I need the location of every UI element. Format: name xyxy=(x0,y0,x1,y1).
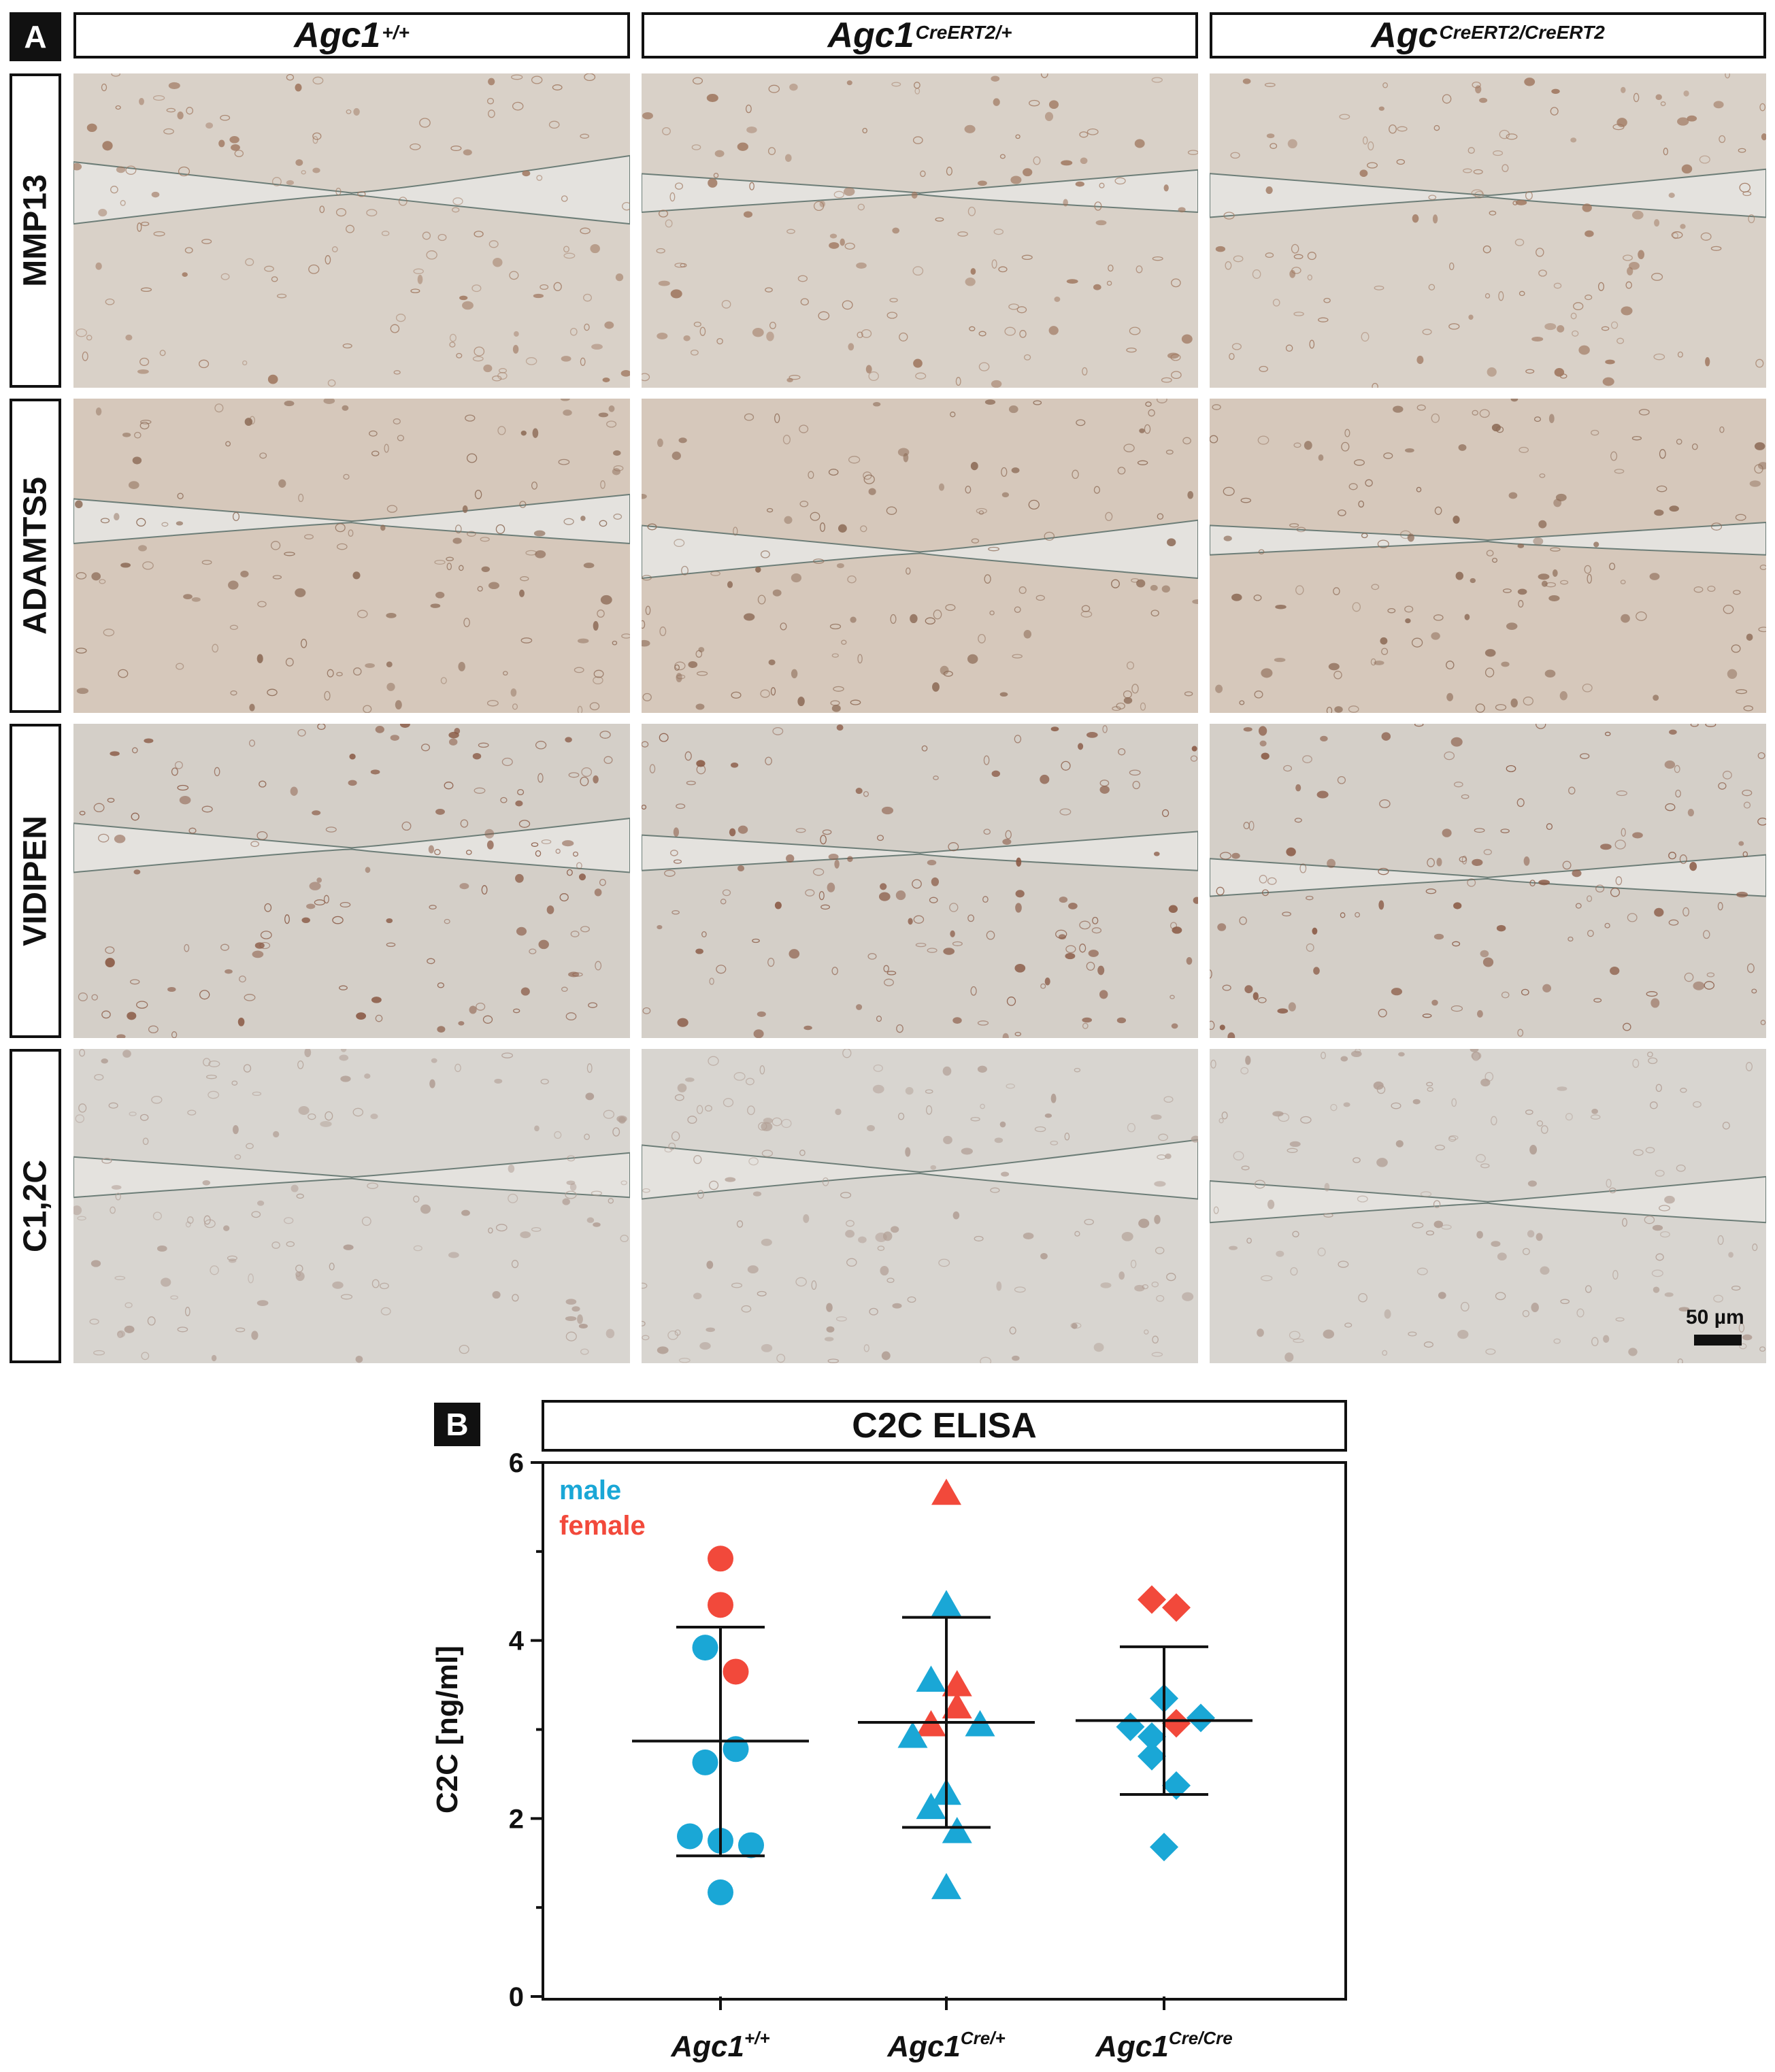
data-point-circle xyxy=(692,1749,718,1775)
data-point-triangle xyxy=(942,1692,972,1719)
data-point-diamond xyxy=(1138,1722,1166,1751)
y-tick-label: 4 xyxy=(509,1626,525,1656)
y-tick-label: 2 xyxy=(509,1804,524,1834)
column-header-base: Agc xyxy=(1371,16,1438,55)
data-point-triangle xyxy=(931,1478,961,1505)
panel-b-label: B xyxy=(434,1403,480,1446)
row-header-vidipen: VIDIPEN xyxy=(10,724,61,1038)
chart-title: C2C ELISA xyxy=(542,1400,1347,1452)
scale-bar xyxy=(1694,1335,1742,1346)
legend-female: female xyxy=(559,1511,646,1541)
data-point-triangle xyxy=(897,1721,928,1748)
data-point-diamond xyxy=(1138,1741,1166,1771)
micrograph-c12c-col3 xyxy=(1210,1049,1766,1363)
plot-frame xyxy=(542,1461,1347,2001)
micrograph-mmp13-col3 xyxy=(1210,73,1766,388)
data-point-circle xyxy=(692,1635,718,1661)
data-point-triangle xyxy=(916,1665,946,1692)
data-point-circle xyxy=(723,1736,749,1762)
data-point-circle xyxy=(708,1545,733,1572)
x-category-genotype: Cre/Cre xyxy=(1169,2028,1233,2048)
data-point-circle xyxy=(723,1658,749,1685)
column-header-base: Agc1 xyxy=(294,16,381,55)
micrograph-mmp13-col2 xyxy=(642,73,1198,388)
data-point-circle xyxy=(708,1879,733,1905)
data-point-diamond xyxy=(1162,1771,1191,1800)
data-point-diamond xyxy=(1162,1593,1191,1622)
column-header-genotype: +/+ xyxy=(382,22,410,43)
column-header-genotype: CreERT2/+ xyxy=(915,22,1012,43)
data-point-diamond xyxy=(1187,1703,1215,1733)
data-point-circle xyxy=(738,1832,764,1858)
data-point-triangle xyxy=(916,1792,946,1820)
x-category-genotype: Cre/+ xyxy=(961,2028,1006,2048)
row-header-adamts5: ADAMTS5 xyxy=(10,399,61,713)
column-header-base: Agc1 xyxy=(827,16,914,55)
column-header-genotype: CreERT2/CreERT2 xyxy=(1439,22,1605,43)
x-category-label: Agc1Cre/Cre xyxy=(1095,2028,1233,2063)
micrograph-c12c-col2 xyxy=(642,1049,1198,1363)
panel-a-label: A xyxy=(10,12,61,61)
scale-bar-label: 50 µm xyxy=(1686,1306,1744,1329)
data-point-circle xyxy=(677,1823,703,1850)
data-point-diamond xyxy=(1162,1709,1191,1738)
data-point-circle xyxy=(708,1592,733,1618)
micrograph-mmp13-col1 xyxy=(73,73,630,388)
x-category-base: Agc1 xyxy=(886,2030,961,2063)
column-header-wildtype: Agc1 +/+ xyxy=(73,12,630,59)
micrograph-vidipen-col3 xyxy=(1210,724,1766,1038)
micrograph-vidipen-col1 xyxy=(73,724,630,1038)
x-category-genotype: +/+ xyxy=(744,2028,770,2048)
x-category-base: Agc1 xyxy=(670,2030,744,2063)
data-point-triangle xyxy=(931,1873,961,1899)
x-category-base: Agc1 xyxy=(1095,2030,1169,2063)
x-category-label: Agc1+/+ xyxy=(670,2028,769,2063)
row-header-mmp13: MMP13 xyxy=(10,73,61,388)
data-point-triangle xyxy=(942,1816,972,1843)
micrograph-vidipen-col2 xyxy=(642,724,1198,1038)
data-point-triangle xyxy=(931,1590,961,1616)
micrograph-c12c-col1 xyxy=(73,1049,630,1363)
legend-male: male xyxy=(559,1475,621,1505)
y-tick-label: 0 xyxy=(509,1982,524,2012)
column-header-heterozygous: Agc1 CreERT2/+ xyxy=(642,12,1198,59)
micrograph-adamts5-col1 xyxy=(73,399,630,713)
column-header-homozygous: Agc CreERT2/CreERT2 xyxy=(1210,12,1766,59)
micrograph-adamts5-col2 xyxy=(642,399,1198,713)
data-point-diamond xyxy=(1150,1833,1178,1862)
y-axis-title: C2C [ng/ml] xyxy=(431,1645,464,1814)
x-category-label: Agc1Cre/+ xyxy=(886,2028,1005,2063)
y-tick-label: 6 xyxy=(509,1448,524,1478)
data-point-triangle xyxy=(942,1670,972,1697)
data-point-diamond xyxy=(1138,1585,1166,1614)
row-header-c12c: C1,2C xyxy=(10,1049,61,1363)
micrograph-adamts5-col3 xyxy=(1210,399,1766,713)
